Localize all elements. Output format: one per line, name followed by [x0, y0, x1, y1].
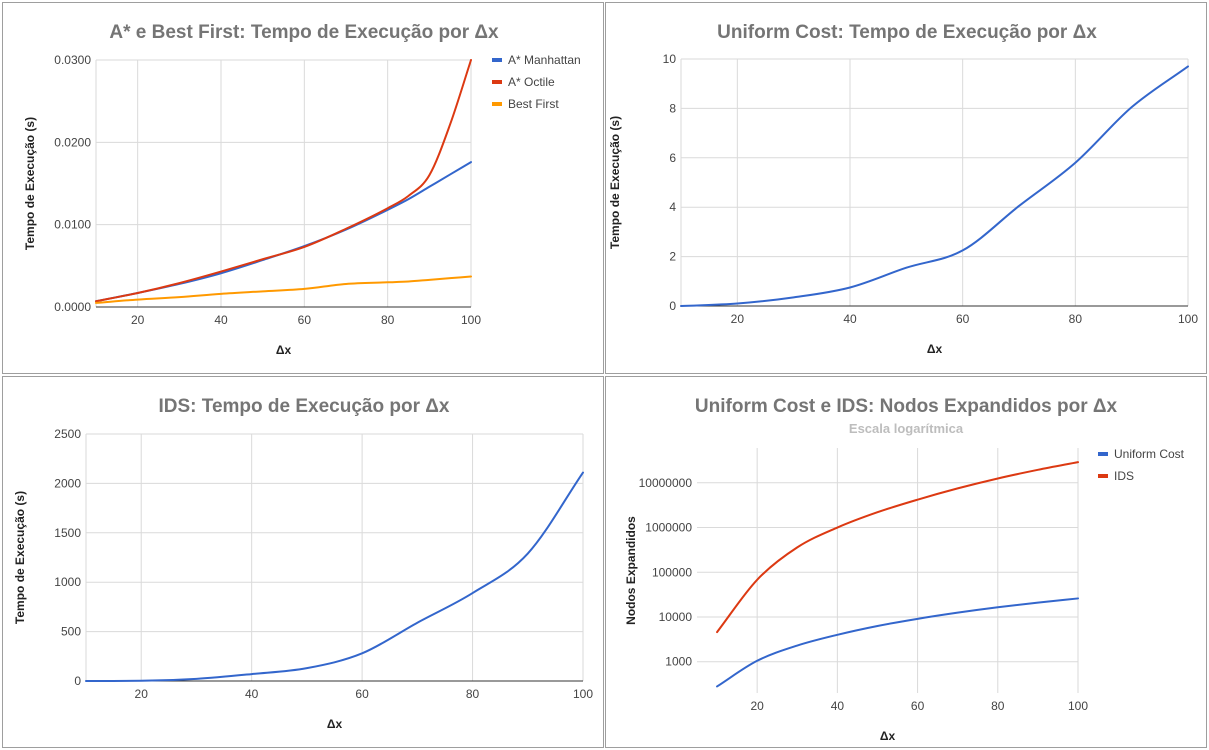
y-tick-label: 10000000 [639, 476, 693, 490]
legend-label: IDS [1114, 469, 1134, 483]
x-tick-label: 60 [355, 687, 369, 701]
legend-swatch [492, 80, 502, 84]
y-tick-label: 0.0300 [54, 53, 91, 67]
chart-panel-uniform-cost: Uniform Cost: Tempo de Execução por Δx 0… [605, 2, 1207, 374]
y-tick-label: 1000000 [645, 521, 692, 535]
x-axis-title: Δx [880, 729, 896, 743]
y-tick-label: 10000 [659, 610, 693, 624]
legend-label: A* Octile [508, 75, 555, 89]
chart-panel-nodes-expanded: Uniform Cost e IDS: Nodos Expandidos por… [605, 376, 1207, 748]
x-tick-label: 20 [131, 313, 145, 327]
legend-swatch [492, 58, 502, 62]
chart-svg: Uniform Cost: Tempo de Execução por Δx 0… [608, 22, 1198, 356]
chart-panel-ids: IDS: Tempo de Execução por Δx 0 500 1000 15… [2, 376, 604, 748]
series-line-2 [95, 59, 472, 303]
x-tick-label: 40 [245, 687, 259, 701]
chart-svg: Uniform Cost e IDS: Nodos Expandidos por… [624, 396, 1185, 743]
y-tick-label: 4 [669, 200, 676, 214]
y-tick-label: 10 [663, 52, 677, 66]
x-tick-label: 100 [1068, 699, 1088, 713]
legend-swatch [492, 102, 502, 106]
legend-label: Best First [508, 97, 559, 111]
chart-subtitle: Escala logarítmica [849, 421, 964, 436]
chart-svg: A* e Best First: Tempo de Execução por Δ… [23, 22, 581, 357]
y-axis-title: Tempo de Execução (s) [608, 116, 622, 249]
grid-lines [95, 59, 472, 308]
x-tick-label: 40 [831, 699, 845, 713]
x-tick-label: 80 [381, 313, 395, 327]
x-axis-title: Δx [276, 343, 292, 357]
y-tick-label: 6 [669, 151, 676, 165]
y-axis-title: Nodos Expandidos [624, 516, 638, 625]
grid-lines [85, 433, 584, 682]
grid-lines [697, 448, 1079, 693]
chart-title: IDS: Tempo de Execução por Δx [159, 396, 450, 417]
y-axis-title: Tempo de Execução (s) [23, 117, 37, 250]
y-tick-label: 2000 [54, 476, 81, 490]
y-tick-label: 0.0200 [54, 135, 91, 149]
y-tick-label: 2500 [54, 427, 81, 441]
x-tick-label: 60 [298, 313, 312, 327]
y-tick-label: 1000 [54, 575, 81, 589]
y-tick-label: 100000 [652, 565, 692, 579]
x-tick-label: 80 [1069, 312, 1083, 326]
y-tick-label: 1500 [54, 526, 81, 540]
grid-lines [680, 58, 1189, 307]
x-tick-label: 80 [991, 699, 1005, 713]
y-tick-label: 0 [74, 674, 81, 688]
y-tick-label: 2 [669, 250, 676, 264]
chart-svg: IDS: Tempo de Execução por Δx 0 500 1000 15… [13, 396, 593, 731]
legend-label: A* Manhattan [508, 53, 581, 67]
x-tick-label: 80 [466, 687, 480, 701]
x-tick-label: 20 [731, 312, 745, 326]
x-axis-title: Δx [927, 342, 943, 356]
series-line-1 [716, 597, 1079, 688]
y-tick-label: 0.0000 [54, 300, 91, 314]
legend-label: Uniform Cost [1114, 447, 1185, 461]
x-tick-label: 40 [214, 313, 228, 327]
y-tick-label: 1000 [665, 655, 692, 669]
y-tick-label: 0 [669, 299, 676, 313]
y-axis-title: Tempo de Execução (s) [13, 491, 27, 624]
x-tick-label: 20 [750, 699, 764, 713]
y-tick-label: 500 [61, 625, 81, 639]
series-line-1 [85, 471, 584, 682]
series-line-3 [95, 275, 472, 304]
legend-swatch [1098, 452, 1108, 456]
y-tick-label: 8 [669, 101, 676, 115]
chart-title: Uniform Cost: Tempo de Execução por Δx [717, 22, 1097, 43]
series-line-1 [680, 65, 1189, 307]
chart-title: A* e Best First: Tempo de Execução por Δ… [109, 22, 499, 43]
x-tick-label: 100 [461, 313, 481, 327]
x-tick-label: 100 [573, 687, 593, 701]
x-tick-label: 100 [1178, 312, 1198, 326]
x-tick-label: 20 [135, 687, 149, 701]
x-tick-label: 60 [956, 312, 970, 326]
y-tick-label: 0.0100 [54, 218, 91, 232]
chart-title: Uniform Cost e IDS: Nodos Expandidos por… [695, 396, 1118, 417]
x-tick-label: 40 [843, 312, 857, 326]
series-line-2 [716, 461, 1079, 634]
legend-swatch [1098, 474, 1108, 478]
chart-panel-astar-bestfirst: A* e Best First: Tempo de Execução por Δ… [2, 2, 604, 374]
x-axis-title: Δx [327, 717, 343, 731]
x-tick-label: 60 [911, 699, 925, 713]
